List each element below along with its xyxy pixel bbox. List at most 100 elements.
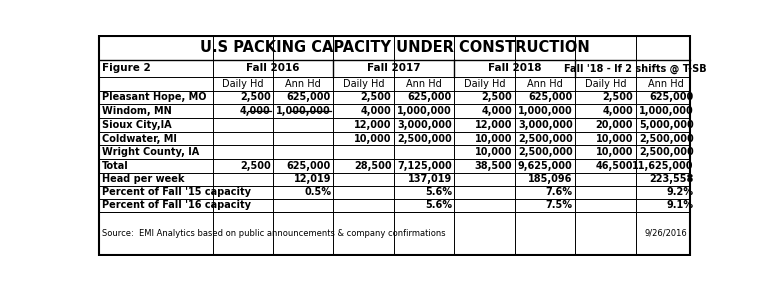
Text: Daily Hd: Daily Hd xyxy=(584,79,626,89)
Bar xyxy=(514,118,575,132)
Text: Coldwater, MI: Coldwater, MI xyxy=(102,134,177,144)
Text: 5.6%: 5.6% xyxy=(425,187,452,197)
Text: Ann Hd: Ann Hd xyxy=(527,79,563,89)
Text: 2,500,000: 2,500,000 xyxy=(518,147,573,157)
Text: 10,000: 10,000 xyxy=(475,147,512,157)
Bar xyxy=(394,132,454,145)
Bar xyxy=(273,186,333,199)
Bar xyxy=(575,199,635,212)
Text: 38,500: 38,500 xyxy=(474,161,512,171)
Bar xyxy=(514,132,575,145)
Bar xyxy=(394,199,454,212)
Bar xyxy=(213,104,273,118)
Bar xyxy=(635,90,696,104)
Bar xyxy=(213,186,273,199)
Text: 10,000: 10,000 xyxy=(596,134,633,144)
Bar xyxy=(99,60,213,77)
Text: 137,019: 137,019 xyxy=(407,174,452,184)
Bar xyxy=(394,145,454,159)
Bar xyxy=(333,60,454,77)
Text: 625,000: 625,000 xyxy=(286,161,331,171)
Text: 7,125,000: 7,125,000 xyxy=(397,161,452,171)
Bar xyxy=(514,186,575,199)
Bar xyxy=(99,118,213,132)
Text: Total: Total xyxy=(102,161,129,171)
Text: Source:  EMI Analytics based on public announcements & company confirmations: Source: EMI Analytics based on public an… xyxy=(102,229,446,238)
Bar xyxy=(454,159,514,173)
Text: 9/26/2016: 9/26/2016 xyxy=(644,229,687,238)
Bar xyxy=(213,159,273,173)
Bar xyxy=(575,77,635,90)
Bar xyxy=(333,199,394,212)
Bar xyxy=(635,104,696,118)
Text: 4,000: 4,000 xyxy=(602,106,633,116)
Text: 2,500,000: 2,500,000 xyxy=(639,134,694,144)
Bar xyxy=(454,173,514,186)
Text: Windom, MN: Windom, MN xyxy=(102,106,172,116)
Bar xyxy=(394,159,454,173)
Bar xyxy=(575,173,635,186)
Bar xyxy=(333,90,394,104)
Text: Ann Hd: Ann Hd xyxy=(286,79,321,89)
Text: 28,500: 28,500 xyxy=(354,161,391,171)
Text: 223,558: 223,558 xyxy=(649,174,694,184)
Text: Wright County, IA: Wright County, IA xyxy=(102,147,199,157)
Bar xyxy=(454,132,514,145)
Text: Ann Hd: Ann Hd xyxy=(648,79,684,89)
Text: U.S PACKING CAPACITY UNDER CONSTRUCTION: U.S PACKING CAPACITY UNDER CONSTRUCTION xyxy=(199,40,590,55)
Bar xyxy=(333,145,394,159)
Bar xyxy=(514,173,575,186)
Bar xyxy=(514,159,575,173)
Bar xyxy=(635,199,696,212)
Text: 7.5%: 7.5% xyxy=(546,200,573,210)
Text: Sioux City,IA: Sioux City,IA xyxy=(102,120,172,130)
Bar xyxy=(454,104,514,118)
Bar xyxy=(394,186,454,199)
Text: 4,000: 4,000 xyxy=(481,106,512,116)
Text: Daily Hd: Daily Hd xyxy=(464,79,505,89)
Bar xyxy=(99,159,213,173)
Text: Fall 2018: Fall 2018 xyxy=(488,63,541,73)
Text: 11,625,000: 11,625,000 xyxy=(632,161,694,171)
Text: 20,000: 20,000 xyxy=(596,120,633,130)
Bar xyxy=(635,186,696,199)
Text: Daily Hd: Daily Hd xyxy=(343,79,384,89)
Bar xyxy=(333,159,394,173)
Bar xyxy=(635,173,696,186)
Bar xyxy=(394,173,454,186)
Bar xyxy=(454,118,514,132)
Bar xyxy=(273,145,333,159)
Bar xyxy=(575,145,635,159)
Text: 10,000: 10,000 xyxy=(354,134,391,144)
Text: 2,500,000: 2,500,000 xyxy=(518,134,573,144)
Text: 4,000: 4,000 xyxy=(360,106,391,116)
Text: Figure 2: Figure 2 xyxy=(102,63,151,73)
Bar xyxy=(273,118,333,132)
Bar xyxy=(273,159,333,173)
Bar xyxy=(575,104,635,118)
Bar xyxy=(575,132,635,145)
Bar xyxy=(99,145,213,159)
Text: 46,500: 46,500 xyxy=(596,161,633,171)
Bar xyxy=(635,145,696,159)
Bar xyxy=(575,118,635,132)
Bar xyxy=(213,90,273,104)
Text: 10,000: 10,000 xyxy=(596,147,633,157)
Bar xyxy=(333,104,394,118)
Bar xyxy=(454,145,514,159)
Text: 12,000: 12,000 xyxy=(475,120,512,130)
Bar xyxy=(454,77,514,90)
Text: 4,000: 4,000 xyxy=(240,106,270,116)
Text: 3,000,000: 3,000,000 xyxy=(518,120,573,130)
Bar xyxy=(514,77,575,90)
Bar xyxy=(273,90,333,104)
Bar xyxy=(514,199,575,212)
Text: 1,000,000: 1,000,000 xyxy=(518,106,573,116)
Text: 2,500: 2,500 xyxy=(602,92,633,103)
Bar xyxy=(273,173,333,186)
Text: 2,500,000: 2,500,000 xyxy=(397,134,452,144)
Text: 625,000: 625,000 xyxy=(286,92,331,103)
Text: Percent of Fall '15 capacity: Percent of Fall '15 capacity xyxy=(102,187,251,197)
Bar xyxy=(99,90,213,104)
Text: 3,000,000: 3,000,000 xyxy=(397,120,452,130)
